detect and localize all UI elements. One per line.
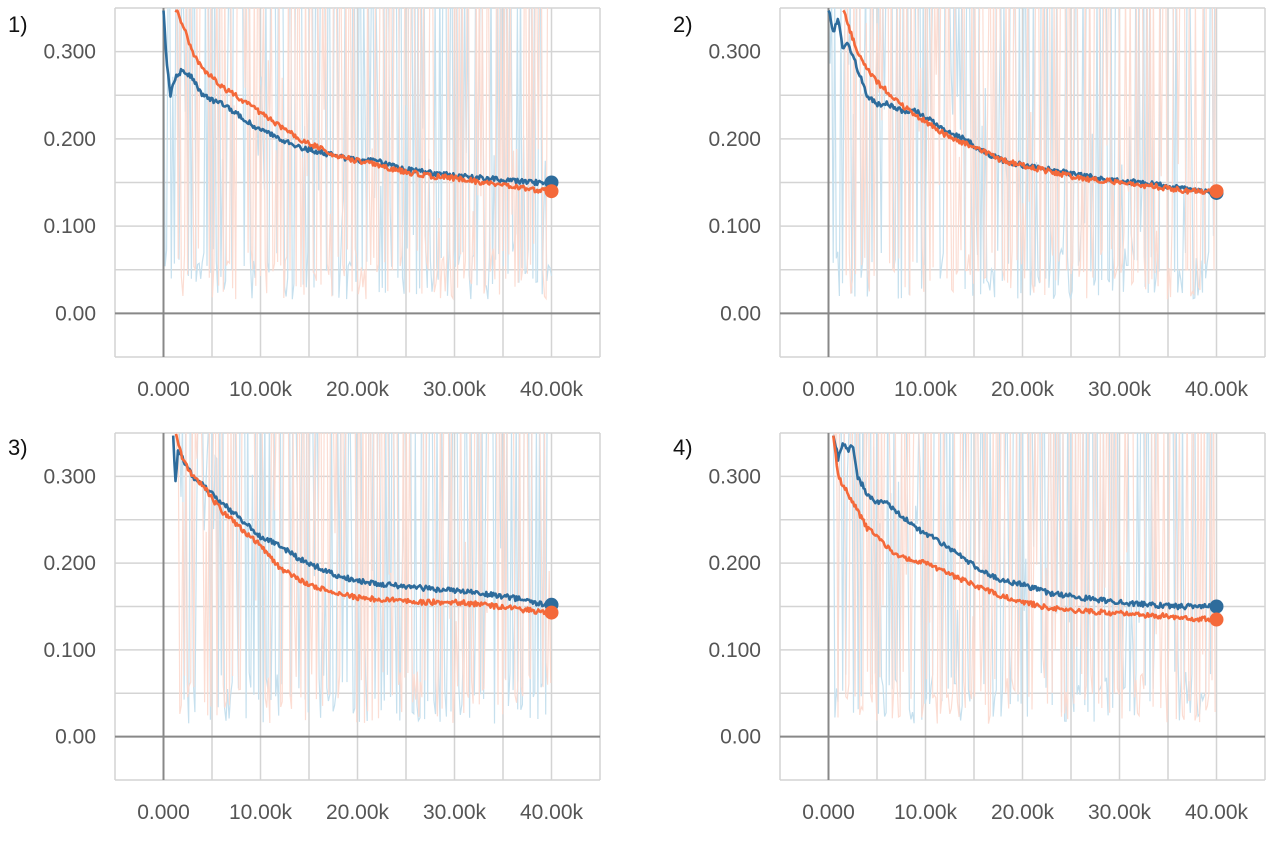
end-marker-orange xyxy=(544,184,559,199)
raw-traces xyxy=(828,8,1217,300)
x-tick-label: 10.00k xyxy=(894,378,958,401)
smoothed-series xyxy=(162,9,553,195)
panel-label: 1) xyxy=(8,12,28,37)
y-tick-label: 0.200 xyxy=(708,128,761,151)
chart-panel-1: 1) 0.00 0.100 0.200 0.300 0.000 10.00k 20.00k 3… xyxy=(0,0,640,417)
y-tick-label: 0.00 xyxy=(720,726,761,749)
x-tick-label: 0.000 xyxy=(137,801,190,824)
raw-trace-orange xyxy=(176,8,549,301)
raw-trace-orange xyxy=(833,433,1216,724)
y-tick-label: 0.200 xyxy=(43,552,96,575)
smoothed-series xyxy=(171,433,553,616)
x-tick-label: 20.00k xyxy=(991,378,1055,401)
x-tick-label: 30.00k xyxy=(1088,801,1152,824)
x-tick-label: 0.000 xyxy=(802,378,855,401)
x-tick-label: 20.00k xyxy=(326,378,390,401)
x-tick-label: 10.00k xyxy=(894,801,958,824)
end-marker-orange xyxy=(1209,184,1224,199)
panel-label: 3) xyxy=(8,435,28,460)
y-tick-label: 0.300 xyxy=(43,41,96,64)
raw-trace-orange xyxy=(844,8,1217,300)
chart-panel-3: 3) 0.00 0.100 0.200 0.300 0.000 10.00k 20.00k 3… xyxy=(0,425,640,842)
x-tick-label: 0.000 xyxy=(802,801,855,824)
chart-svg: 0.00 0.100 0.200 0.300 0.000 10.00k 20.00k 30.0… xyxy=(43,432,601,824)
y-tick-label: 0.200 xyxy=(43,128,96,151)
x-tick-label: 10.00k xyxy=(229,378,293,401)
x-tick-label: 20.00k xyxy=(326,801,390,824)
raw-trace-orange xyxy=(174,433,552,724)
series-line-orange xyxy=(832,435,1218,623)
y-tick-label: 0.100 xyxy=(708,215,761,238)
series-line-orange xyxy=(174,9,553,195)
x-tick-label: 20.00k xyxy=(991,801,1055,824)
series-line-orange xyxy=(842,9,1217,195)
x-tick-label: 30.00k xyxy=(423,378,487,401)
y-tick-label: 0.200 xyxy=(708,552,761,575)
x-tick-label: 40.00k xyxy=(1185,378,1249,401)
x-tick-label: 0.000 xyxy=(137,378,190,401)
raw-traces xyxy=(163,8,553,301)
chart-svg: 0.00 0.100 0.200 0.300 0.000 10.00k 20.00k 30.0… xyxy=(708,7,1266,401)
x-tick-label: 40.00k xyxy=(520,378,584,401)
y-tick-label: 0.00 xyxy=(720,302,761,325)
x-tick-label: 10.00k xyxy=(229,801,293,824)
x-tick-label: 30.00k xyxy=(423,801,487,824)
chart-svg: 0.00 0.100 0.200 0.300 0.000 10.00k 20.00k 30.0… xyxy=(43,7,601,401)
chart-panel-2: 2) 0.00 0.100 0.200 0.300 0.000 10.00k 20.00k 3… xyxy=(665,0,1280,417)
series-line-orange xyxy=(174,433,553,616)
end-marker-orange xyxy=(544,605,559,620)
chart-panel-4: 4) 0.00 0.100 0.200 0.300 0.000 10.00k 20.00k 3… xyxy=(665,425,1280,842)
y-tick-label: 0.300 xyxy=(43,465,96,488)
raw-trace-blue xyxy=(178,433,548,724)
series-line-blue xyxy=(832,435,1218,611)
y-tick-label: 0.100 xyxy=(708,639,761,662)
smoothed-series xyxy=(832,435,1218,623)
x-tick-label: 40.00k xyxy=(520,801,584,824)
end-marker-blue xyxy=(1209,599,1224,614)
x-tick-label: 30.00k xyxy=(1088,378,1152,401)
chart-svg: 0.00 0.100 0.200 0.300 0.000 10.00k 20.00k 30.0… xyxy=(708,432,1266,824)
panel-label: 4) xyxy=(673,435,693,460)
series-line-blue xyxy=(171,435,553,608)
raw-traces xyxy=(832,433,1216,724)
end-marker-orange xyxy=(1209,612,1224,627)
x-tick-label: 40.00k xyxy=(1185,801,1249,824)
y-tick-label: 0.100 xyxy=(43,215,96,238)
panel-label: 2) xyxy=(673,12,693,37)
y-tick-label: 0.00 xyxy=(55,302,96,325)
y-tick-label: 0.300 xyxy=(708,41,761,64)
y-tick-label: 0.00 xyxy=(55,726,96,749)
raw-trace-blue xyxy=(163,8,553,300)
raw-traces xyxy=(174,433,552,724)
smoothed-series xyxy=(827,9,1217,197)
y-tick-label: 0.300 xyxy=(708,465,761,488)
y-tick-label: 0.100 xyxy=(43,639,96,662)
